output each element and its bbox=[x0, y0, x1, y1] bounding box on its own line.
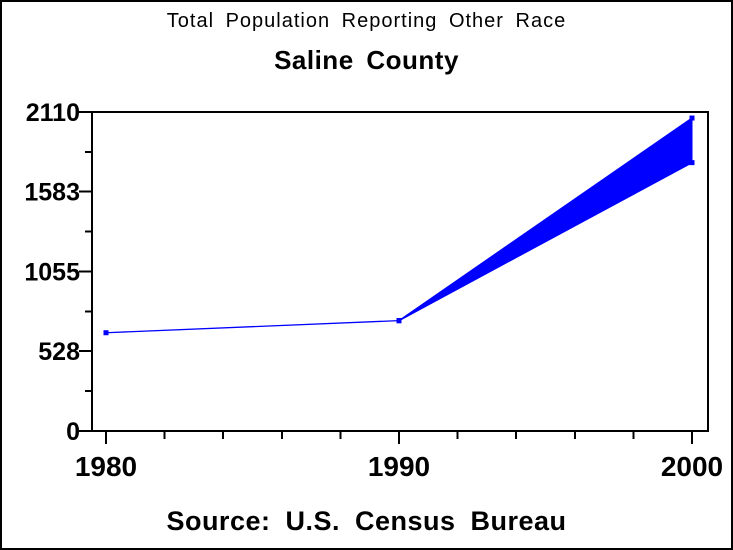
data-marker bbox=[396, 318, 402, 324]
y-tick-label: 528 bbox=[38, 338, 80, 366]
source-footnote: Source: U.S. Census Bureau bbox=[166, 506, 567, 536]
series-range-lower bbox=[398, 162, 693, 322]
series-range-upper bbox=[398, 117, 693, 322]
chart-subtitle: Saline County bbox=[274, 45, 459, 75]
axis-ticks bbox=[79, 111, 693, 444]
data-marker bbox=[689, 115, 695, 121]
x-tick-label: 1990 bbox=[368, 451, 430, 482]
x-tick-label: 1980 bbox=[75, 451, 137, 482]
data-marker bbox=[689, 160, 695, 166]
y-tick-label: 1583 bbox=[24, 179, 80, 207]
chart-title: Total Population Reporting Other Race bbox=[166, 10, 567, 32]
series-reported-population bbox=[105, 319, 400, 334]
x-tick-label: 2000 bbox=[661, 451, 723, 482]
y-tick-label: 0 bbox=[66, 418, 80, 446]
y-tick-label: 1055 bbox=[24, 259, 80, 287]
plot-frame bbox=[91, 111, 709, 432]
data-marker bbox=[103, 330, 109, 336]
y-tick-label: 2110 bbox=[26, 99, 80, 127]
